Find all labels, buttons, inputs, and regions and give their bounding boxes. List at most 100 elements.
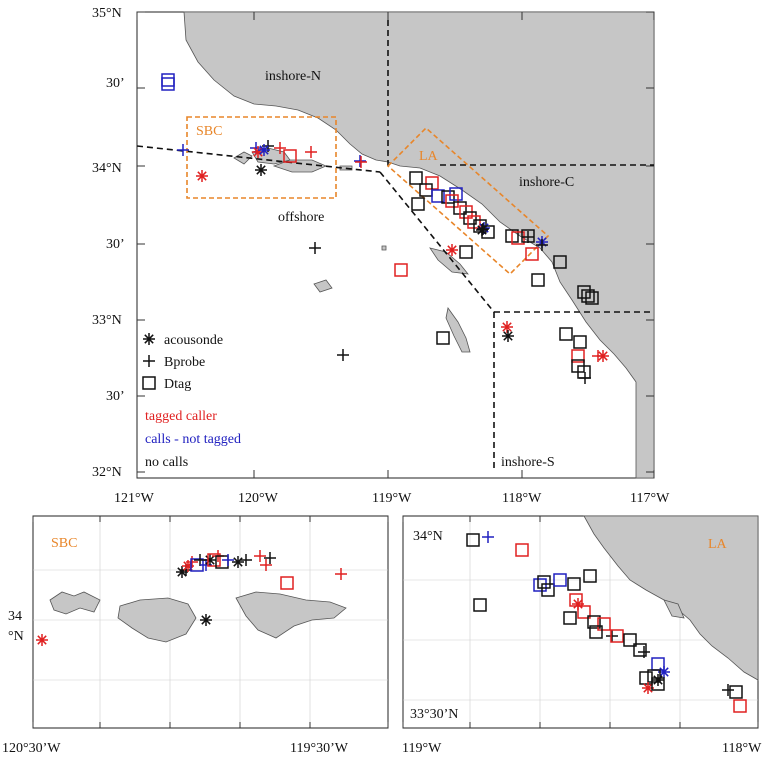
square-icon [589, 625, 603, 639]
plus-icon [477, 223, 489, 235]
plus-icon [309, 242, 321, 254]
plus-icon [335, 568, 347, 580]
square-icon [633, 643, 647, 657]
inset-sbc-frame [32, 515, 389, 729]
legend-dtag: Dtag [164, 377, 191, 392]
inset-island-santa-cruz [235, 591, 347, 639]
square-icon [463, 211, 477, 225]
square-icon [511, 231, 525, 245]
plus-icon [143, 355, 155, 367]
square-icon [567, 577, 581, 591]
square-icon [445, 194, 459, 208]
asterisk-icon [258, 144, 270, 156]
plus-icon [606, 630, 618, 642]
asterisk-icon [501, 321, 513, 333]
main-map-land [183, 11, 655, 479]
square-icon [473, 598, 487, 612]
square-icon [563, 611, 577, 625]
inset-la: LA 34°N 33°30’N 119°W 118°W [402, 515, 762, 756]
lat-label-34n: 34°N [92, 161, 122, 176]
inset-island-santa-rosa [117, 597, 197, 643]
inset-sbc-title: SBC [51, 536, 77, 551]
inset-sbc-lon-label-1: 120°30’W [2, 741, 61, 756]
square-icon [441, 190, 455, 204]
legend-acousonde-symbol [143, 333, 155, 345]
lat-label-33n: 33°N [92, 313, 122, 328]
plus-icon [337, 349, 349, 361]
asterisk-icon [597, 350, 609, 362]
square-icon [623, 633, 637, 647]
square-icon [531, 273, 545, 287]
plus-icon [222, 554, 234, 566]
square-icon [431, 189, 445, 203]
square-icon [733, 699, 747, 713]
square-icon [553, 255, 567, 269]
lat-label-32n: 32°N [92, 465, 122, 480]
square-icon [142, 376, 156, 390]
square-icon [533, 578, 547, 592]
asterisk-icon [204, 554, 216, 566]
inset-sbc-lat-label-2: °N [8, 629, 24, 644]
square-icon [577, 605, 591, 619]
asterisk-icon [36, 634, 48, 646]
asterisk-icon [476, 224, 488, 236]
square-icon [411, 197, 425, 211]
label-sbc: SBC [196, 124, 222, 139]
plus-icon [260, 559, 272, 571]
main-map-markers [161, 73, 609, 384]
square-icon [466, 533, 480, 547]
square-icon [651, 677, 665, 691]
plus-icon [522, 231, 534, 243]
square-icon [394, 263, 408, 277]
label-inshore-n: inshore-N [265, 69, 321, 84]
plus-icon [305, 146, 317, 158]
square-icon [559, 327, 573, 341]
lon-label-121w: 121°W [114, 491, 155, 506]
lon-label-118w: 118°W [502, 491, 542, 506]
plus-icon [254, 550, 266, 562]
plus-icon [722, 684, 734, 696]
plus-icon [482, 531, 494, 543]
plus-icon [177, 144, 189, 156]
square-icon [207, 553, 221, 567]
legend-bprobe-symbol [143, 355, 155, 367]
lat-label-3430: 30’ [106, 76, 125, 91]
plus-icon [354, 155, 366, 167]
square-icon [553, 573, 567, 587]
square-icon [581, 289, 595, 303]
lat-label-3330: 30’ [106, 237, 125, 252]
square-icon [283, 149, 297, 163]
inset-sbc-lon-label-2: 119°30’W [290, 741, 349, 756]
square-icon [537, 575, 551, 589]
plus-icon [240, 554, 252, 566]
asterisk-icon [252, 146, 264, 158]
square-icon [647, 669, 661, 683]
asterisk-icon [502, 330, 514, 342]
lon-label-117w: 117°W [630, 491, 670, 506]
legend-bprobe: Bprobe [164, 355, 205, 370]
sbc-box [186, 116, 337, 199]
main-map: inshore-N inshore-C inshore-S offshore S… [92, 6, 670, 506]
inset-la-coast [583, 515, 759, 681]
asterisk-icon [446, 244, 458, 256]
label-la: LA [419, 149, 439, 164]
square-icon [161, 77, 175, 91]
square-icon [525, 247, 539, 261]
plus-icon [536, 239, 548, 251]
square-icon [573, 335, 587, 349]
legend-calls-not-tagged: calls - not tagged [145, 432, 241, 447]
main-map-lon-labels: 121°W 120°W 119°W 118°W 117°W [114, 491, 670, 506]
asterisk-icon [200, 614, 212, 626]
island-san-miguel [233, 151, 253, 165]
la-box [386, 126, 550, 276]
legend-tagged-caller: tagged caller [145, 409, 217, 424]
label-inshore-c: inshore-C [519, 175, 574, 190]
lat-label-35n: 35°N [92, 6, 122, 21]
square-icon [729, 685, 743, 699]
plus-icon [355, 156, 367, 168]
boundary-offshore-diag [379, 171, 495, 313]
square-icon [587, 615, 601, 629]
california-coast [183, 11, 655, 479]
region-boundaries [136, 20, 654, 472]
